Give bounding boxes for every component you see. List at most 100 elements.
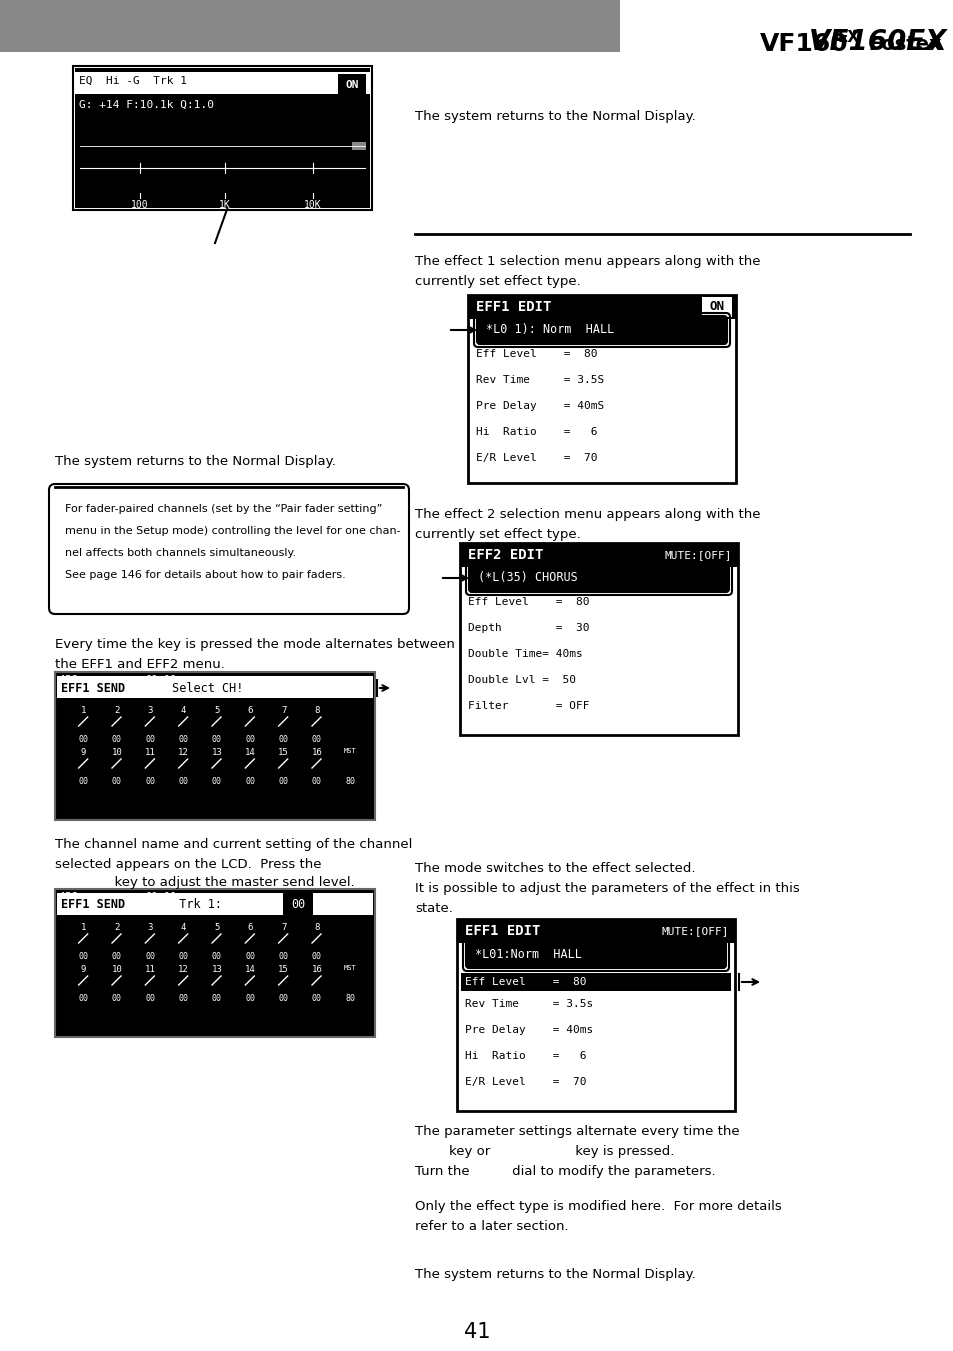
Text: 7: 7: [281, 923, 286, 932]
Text: 00m00s: 00m00s: [174, 72, 215, 82]
Text: Hi  Ratio    =   6: Hi Ratio = 6: [464, 1051, 586, 1061]
Text: Pre Delay    = 40ms: Pre Delay = 40ms: [464, 1025, 593, 1035]
Text: The system returns to the Normal Display.: The system returns to the Normal Display…: [55, 455, 335, 467]
Text: the EFF1 and EFF2 menu.: the EFF1 and EFF2 menu.: [55, 658, 225, 671]
Text: 00: 00: [212, 777, 222, 786]
Text: Rev Time     = 3.5S: Rev Time = 3.5S: [476, 376, 603, 385]
Text: MST: MST: [344, 965, 356, 971]
FancyBboxPatch shape: [283, 893, 313, 915]
Text: EQ  Hi -G  Trk 1: EQ Hi -G Trk 1: [79, 76, 187, 86]
Text: 13: 13: [212, 965, 222, 974]
Text: 6: 6: [248, 707, 253, 715]
Text: Fostex: Fostex: [862, 35, 941, 54]
Text: 14: 14: [245, 748, 255, 757]
Text: 00: 00: [245, 952, 255, 961]
Text: 00: 00: [212, 994, 222, 1002]
Text: The parameter settings alternate every time the: The parameter settings alternate every t…: [415, 1125, 739, 1138]
Text: 00: 00: [178, 952, 189, 961]
Text: 3: 3: [148, 707, 152, 715]
Text: 00: 00: [112, 994, 122, 1002]
Text: ON: ON: [709, 300, 723, 313]
Text: Rev Time     = 3.5s: Rev Time = 3.5s: [464, 998, 593, 1009]
Text: 1: 1: [81, 923, 87, 932]
Text: The effect 1 selection menu appears along with the: The effect 1 selection menu appears alon…: [415, 255, 760, 267]
Text: Double Time= 40ms: Double Time= 40ms: [468, 648, 582, 659]
Text: 00: 00: [245, 735, 255, 744]
Text: 11: 11: [145, 748, 155, 757]
Text: The system returns to the Normal Display.: The system returns to the Normal Display…: [415, 1269, 695, 1281]
Text: 80: 80: [345, 994, 355, 1002]
Text: The system returns to the Normal Display.: The system returns to the Normal Display…: [415, 109, 695, 123]
FancyBboxPatch shape: [57, 893, 373, 915]
Text: 12: 12: [178, 748, 189, 757]
Text: The effect 2 selection menu appears along with the: The effect 2 selection menu appears alon…: [415, 508, 760, 521]
Text: 2: 2: [114, 707, 119, 715]
Text: See page 146 for details about how to pair faders.: See page 146 for details about how to pa…: [65, 570, 345, 580]
Text: G: +14 F:10.1k Q:1.0: G: +14 F:10.1k Q:1.0: [79, 100, 213, 109]
Text: It is possible to adjust the parameters of the effect in this: It is possible to adjust the parameters …: [415, 882, 799, 894]
Text: 8: 8: [314, 923, 319, 932]
Text: 80: 80: [345, 777, 355, 786]
Text: 00: 00: [312, 994, 322, 1002]
Text: Only the effect type is modified here.  For more details: Only the effect type is modified here. F…: [415, 1200, 781, 1213]
Text: 00: 00: [212, 952, 222, 961]
Text: The mode switches to the effect selected.: The mode switches to the effect selected…: [415, 862, 695, 875]
Text: 00m00s: 00m00s: [145, 892, 182, 902]
Text: 3: 3: [148, 923, 152, 932]
Text: 00: 00: [312, 952, 322, 961]
Text: key to adjust the master send level.: key to adjust the master send level.: [55, 875, 355, 889]
Text: MST: MST: [344, 748, 356, 754]
Text: 4: 4: [181, 707, 186, 715]
Text: nel affects both channels simultaneously.: nel affects both channels simultaneously…: [65, 549, 295, 558]
Text: menu in the Setup mode) controlling the level for one chan-: menu in the Setup mode) controlling the …: [65, 526, 400, 536]
Text: Every time the key is pressed the mode alternates between: Every time the key is pressed the mode a…: [55, 638, 455, 651]
FancyBboxPatch shape: [337, 74, 366, 95]
Text: 6: 6: [248, 923, 253, 932]
Text: Eff Level    =  80: Eff Level = 80: [464, 977, 586, 988]
FancyBboxPatch shape: [456, 919, 734, 943]
Text: selected appears on the LCD.  Press the: selected appears on the LCD. Press the: [55, 858, 321, 871]
Text: 13: 13: [212, 748, 222, 757]
Text: 00: 00: [178, 994, 189, 1002]
Text: ON: ON: [345, 80, 358, 91]
Text: 00: 00: [78, 735, 89, 744]
Text: (*L(35) CHORUS: (*L(35) CHORUS: [477, 571, 578, 585]
FancyBboxPatch shape: [469, 563, 728, 592]
Text: MUTE:[OFF]: MUTE:[OFF]: [664, 550, 731, 561]
Text: 100: 100: [132, 200, 149, 209]
Text: 15: 15: [278, 748, 289, 757]
Text: Hi  Ratio    =   6: Hi Ratio = 6: [476, 427, 597, 436]
Text: 9: 9: [81, 965, 87, 974]
FancyBboxPatch shape: [75, 68, 370, 208]
Text: *L01:Norm  HALL: *L01:Norm HALL: [475, 947, 581, 961]
Text: currently set effect type.: currently set effect type.: [415, 276, 580, 288]
Text: ABS=: ABS=: [79, 72, 106, 82]
Text: 41: 41: [463, 1323, 490, 1342]
Text: 1: 1: [81, 707, 87, 715]
Text: *L0 1): Norm  HALL: *L0 1): Norm HALL: [485, 323, 614, 336]
Text: currently set effect type.: currently set effect type.: [415, 528, 580, 540]
FancyBboxPatch shape: [456, 919, 734, 1111]
Text: ABS=: ABS=: [60, 676, 85, 685]
FancyBboxPatch shape: [55, 889, 375, 1038]
Text: E/R Level    =  70: E/R Level = 70: [476, 453, 597, 463]
Text: 12: 12: [178, 965, 189, 974]
FancyBboxPatch shape: [460, 973, 730, 992]
Text: 00: 00: [78, 777, 89, 786]
Text: 4: 4: [181, 923, 186, 932]
Text: 00: 00: [78, 994, 89, 1002]
FancyBboxPatch shape: [459, 543, 738, 735]
FancyBboxPatch shape: [468, 295, 735, 484]
Text: 11: 11: [145, 965, 155, 974]
Text: 14: 14: [245, 965, 255, 974]
Text: 00: 00: [178, 735, 189, 744]
Text: 00: 00: [245, 994, 255, 1002]
Text: EFF2 EDIT: EFF2 EDIT: [468, 549, 543, 562]
Text: 10: 10: [112, 748, 122, 757]
Text: For fader-paired channels (set by the “Pair fader setting”: For fader-paired channels (set by the “P…: [65, 504, 382, 513]
Text: 5: 5: [214, 923, 219, 932]
Text: 7: 7: [281, 707, 286, 715]
Text: 00: 00: [145, 994, 155, 1002]
Text: 00: 00: [112, 777, 122, 786]
Text: 00: 00: [145, 735, 155, 744]
